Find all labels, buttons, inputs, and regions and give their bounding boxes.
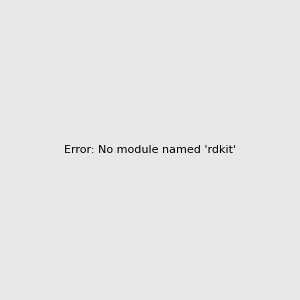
Text: Error: No module named 'rdkit': Error: No module named 'rdkit' bbox=[64, 145, 236, 155]
